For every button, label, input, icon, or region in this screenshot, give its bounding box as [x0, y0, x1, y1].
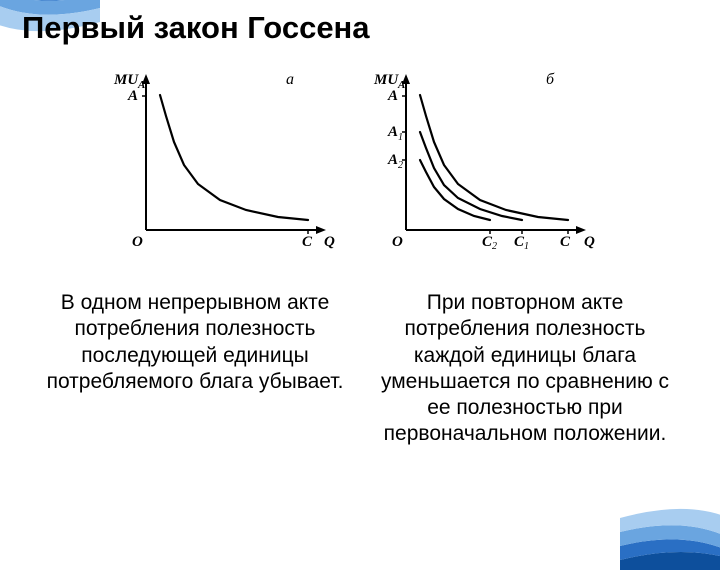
svg-text:O: O [392, 234, 403, 250]
svg-text:A: A [387, 152, 398, 168]
svg-text:C: C [302, 234, 313, 250]
chart-b: MUAбOQAA1A2C2C1C [370, 70, 610, 270]
svg-text:2: 2 [492, 241, 497, 252]
caption-right: При повторном акте потребления полезност… [360, 290, 690, 448]
chart-a: MUAа O Q A C [110, 70, 350, 270]
svg-text:A: A [387, 88, 398, 104]
svg-text:MU: MU [113, 72, 139, 88]
captions-row: В одном непрерывном акте потребления пол… [30, 290, 690, 448]
slide-title: Первый закон Госсена [22, 10, 370, 46]
svg-text:Q: Q [584, 234, 595, 250]
svg-text:A: A [397, 79, 405, 91]
svg-text:1: 1 [524, 241, 529, 252]
charts-row: MUAаOQAC MUAбOQAA1A2C2C1C [110, 70, 610, 270]
svg-text:C: C [560, 234, 571, 250]
chart-a-svg: MUAа O Q A C [110, 70, 350, 270]
svg-text:A: A [127, 88, 138, 104]
svg-text:2: 2 [398, 160, 403, 171]
slide: Первый закон Госсена MUAаOQAC MUAбOQAA1A… [0, 0, 720, 540]
svg-text:Q: Q [324, 234, 335, 250]
corner-swoosh-br [620, 450, 720, 570]
svg-text:A: A [137, 79, 145, 91]
svg-text:O: O [132, 234, 143, 250]
chart-b-svg: MUAбOQAA1A2C2C1C [370, 70, 610, 270]
svg-text:A: A [387, 124, 398, 140]
svg-text:MU: MU [373, 72, 399, 88]
svg-text:1: 1 [398, 132, 403, 143]
svg-text:б: б [546, 71, 555, 88]
svg-text:а: а [286, 71, 294, 88]
caption-left: В одном непрерывном акте потребления пол… [30, 290, 360, 448]
